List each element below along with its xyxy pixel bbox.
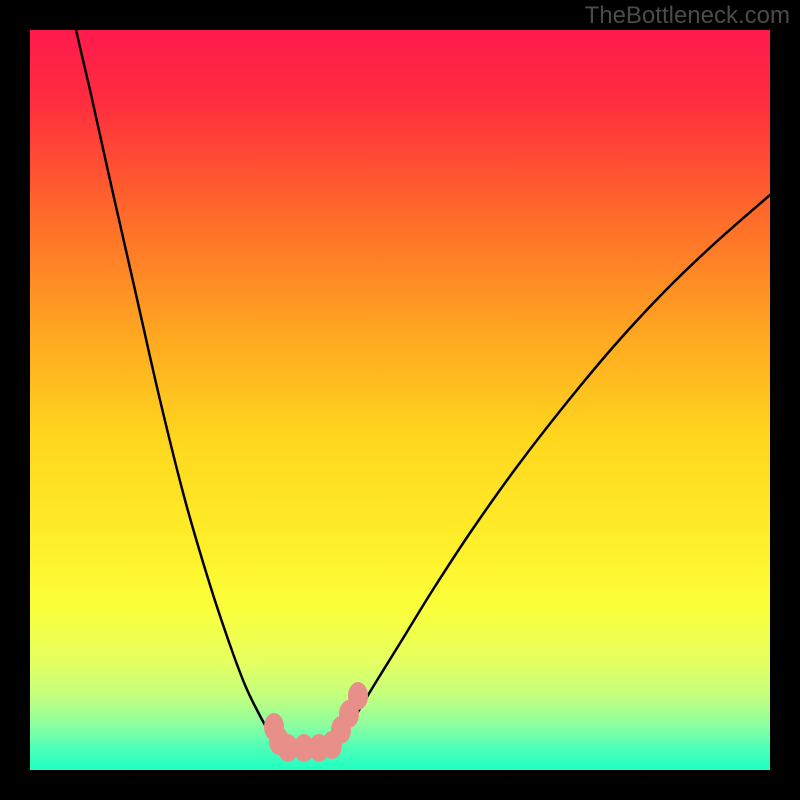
- right-curve: [333, 195, 770, 748]
- chart-frame: TheBottleneck.com: [0, 0, 800, 800]
- plot-area: [30, 30, 770, 770]
- curves-svg: [30, 30, 770, 770]
- watermark-text: TheBottleneck.com: [585, 2, 790, 30]
- left-curve: [76, 30, 282, 748]
- valley-marker-8: [348, 682, 368, 710]
